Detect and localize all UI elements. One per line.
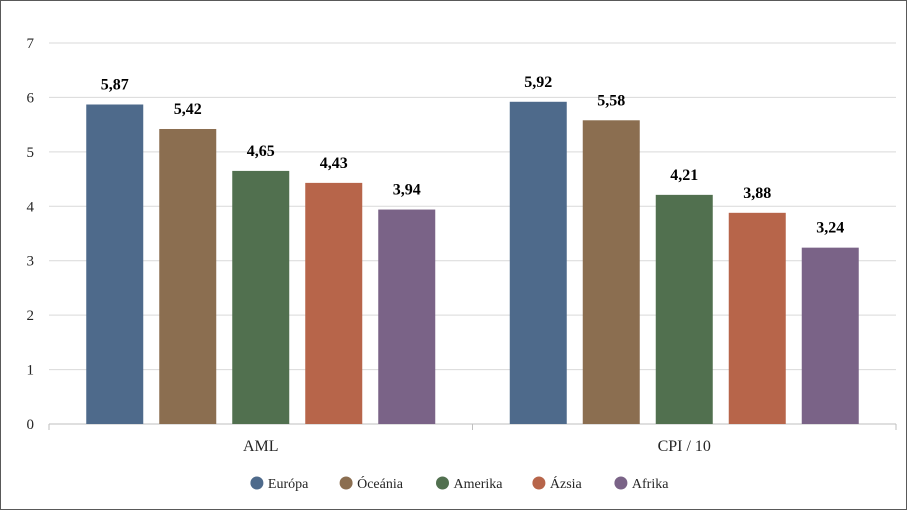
bar [582, 120, 640, 424]
x-tick-label: CPI / 10 [658, 438, 711, 455]
legend-label: Európa [268, 477, 309, 492]
bar [232, 170, 290, 424]
data-label: 3,88 [743, 185, 771, 202]
legend-label: Afrika [632, 477, 669, 492]
data-label: 4,43 [320, 155, 348, 172]
y-tick-label: 4 [27, 199, 35, 215]
y-tick-label: 1 [27, 363, 35, 379]
bar [86, 104, 144, 425]
data-label: 3,94 [393, 182, 421, 199]
bar [509, 101, 567, 424]
y-tick-label: 6 [27, 90, 35, 106]
data-label: 4,21 [670, 167, 698, 184]
x-tick-label: AML [243, 438, 279, 455]
legend-label: Ázsia [550, 475, 583, 492]
legend-label: Óceánia [357, 475, 404, 492]
data-label: 5,58 [597, 92, 625, 109]
legend-label: Amerika [454, 477, 504, 492]
legend-marker [339, 476, 353, 490]
bar [728, 212, 786, 424]
y-tick-label: 0 [27, 417, 35, 433]
bar [655, 194, 713, 424]
legend-marker [614, 476, 628, 490]
data-label: 5,92 [524, 74, 552, 91]
data-label: 4,65 [247, 143, 275, 160]
bar [305, 182, 363, 424]
data-label: 3,24 [816, 220, 844, 237]
legend-marker [532, 476, 546, 490]
legend-marker [250, 476, 264, 490]
y-tick-label: 2 [27, 308, 35, 324]
data-label: 5,87 [101, 77, 129, 94]
y-tick-label: 7 [27, 36, 35, 52]
bar [378, 209, 436, 424]
y-tick-label: 5 [27, 145, 35, 161]
data-label: 5,42 [174, 101, 202, 118]
bar [159, 128, 217, 425]
legend-marker [436, 476, 449, 490]
bar [801, 247, 859, 424]
y-tick-label: 3 [27, 254, 35, 270]
